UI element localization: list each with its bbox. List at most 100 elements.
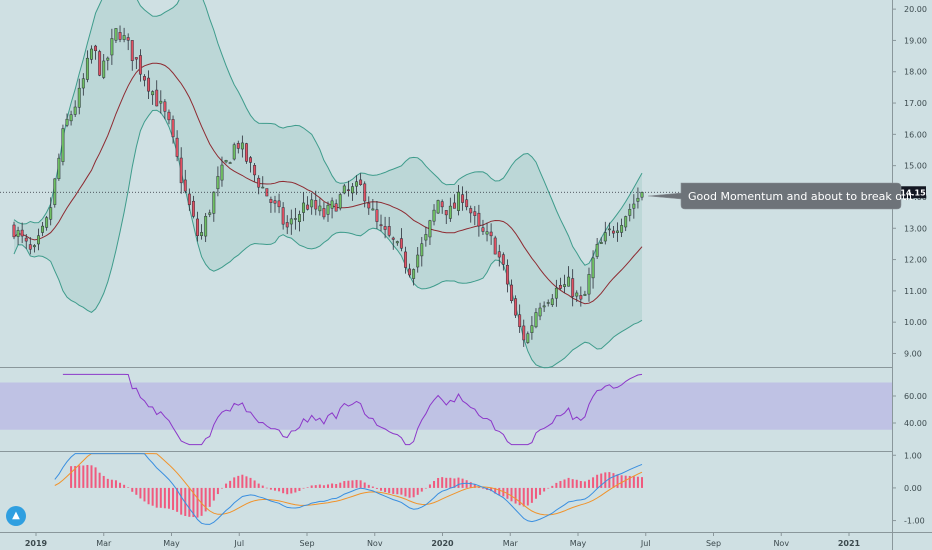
- candle-body: [20, 229, 24, 237]
- macd-histogram-bar: [355, 479, 358, 488]
- macd-histogram-bar: [457, 477, 460, 488]
- macd-histogram-bar: [579, 481, 582, 488]
- macd-histogram-bar: [384, 487, 387, 493]
- candle-body: [232, 144, 236, 160]
- macd-histogram-bar: [404, 487, 407, 497]
- macd-histogram-bar: [135, 487, 138, 495]
- macd-histogram-bar: [106, 478, 109, 488]
- candle-body: [375, 209, 379, 222]
- macd-histogram-bar: [278, 487, 281, 492]
- macd-histogram-bar: [375, 487, 378, 489]
- price-tick-label: 16.00: [904, 130, 927, 139]
- macd-histogram-bar: [514, 487, 517, 504]
- candle: [249, 155, 252, 173]
- last-price-label: 14.15: [900, 188, 926, 197]
- macd-histogram-bar: [233, 477, 236, 488]
- candle-body: [546, 302, 550, 304]
- candle-body: [522, 325, 526, 341]
- macd-histogram-bar: [306, 487, 309, 488]
- macd-histogram-bar: [510, 487, 513, 502]
- candle-body: [273, 200, 277, 204]
- candle: [53, 178, 57, 208]
- candle-body: [371, 208, 375, 211]
- candle-body: [24, 237, 28, 242]
- candle: [620, 218, 624, 238]
- macd-histogram-bar: [628, 475, 631, 488]
- candle: [497, 244, 501, 267]
- candle: [65, 113, 69, 128]
- price-tick-label: 11.00: [904, 287, 927, 296]
- time-tick-label: Mar: [96, 539, 112, 548]
- candle: [77, 78, 81, 115]
- candle: [599, 237, 603, 244]
- candle-body: [603, 232, 607, 242]
- candle: [457, 185, 460, 216]
- candle-body: [477, 212, 481, 227]
- candle: [191, 195, 195, 219]
- candle: [204, 212, 208, 243]
- candle: [338, 192, 342, 211]
- macd-histogram-bar: [269, 487, 272, 490]
- macd-histogram-bar: [604, 472, 607, 488]
- candle: [612, 226, 615, 238]
- macd-histogram-bar: [253, 480, 256, 488]
- macd-histogram-bar: [490, 487, 493, 492]
- candle: [151, 90, 155, 105]
- candle: [102, 54, 106, 80]
- candle-body: [469, 208, 473, 214]
- candle-body: [240, 142, 244, 150]
- macd-histogram-bar: [310, 485, 313, 488]
- macd-histogram-bar: [188, 487, 191, 517]
- macd-histogram-bar: [408, 487, 411, 498]
- candle: [224, 159, 228, 164]
- candle: [85, 50, 89, 83]
- candle: [534, 308, 538, 329]
- candle: [302, 192, 305, 222]
- candle-body: [452, 202, 456, 209]
- candle: [253, 163, 257, 182]
- candle: [505, 259, 509, 293]
- macd-histogram-bar: [592, 477, 595, 488]
- candle-body: [481, 227, 485, 232]
- macd-histogram-bar: [575, 479, 578, 488]
- candle-body: [171, 119, 175, 138]
- macd-histogram-bar: [437, 477, 440, 488]
- candle-body: [12, 224, 16, 238]
- candle: [126, 33, 130, 51]
- candle-body: [326, 204, 330, 215]
- candle: [208, 209, 212, 218]
- macd-histogram-bar: [172, 487, 175, 510]
- macd-histogram-bar: [543, 487, 546, 492]
- candle: [432, 204, 436, 226]
- candle: [114, 28, 118, 43]
- candle: [518, 304, 522, 333]
- candle: [318, 198, 322, 216]
- last-price-tag: [900, 186, 926, 199]
- macd-histogram-bar: [526, 487, 529, 506]
- candle: [546, 299, 550, 307]
- macd-histogram-bar: [551, 485, 554, 488]
- candle-body: [65, 118, 69, 126]
- candle-body: [567, 276, 571, 287]
- macd-histogram-bar: [127, 487, 130, 489]
- candle-body: [338, 194, 342, 209]
- candle-body: [391, 237, 395, 240]
- tradingview-logo-icon[interactable]: ▲: [6, 506, 26, 526]
- candle: [257, 175, 261, 195]
- candle: [240, 135, 244, 158]
- candle-body: [134, 57, 138, 60]
- bollinger-upper-line: [13, 0, 643, 266]
- candle-body: [636, 197, 640, 202]
- price-tick-label: 12.00: [904, 256, 927, 265]
- candle: [232, 142, 236, 161]
- candle: [106, 56, 110, 71]
- rsi-band: [0, 382, 892, 430]
- candle-body: [269, 198, 273, 203]
- candle-body: [110, 38, 114, 56]
- candle-body: [534, 312, 538, 328]
- macd-histogram-bar: [241, 474, 244, 488]
- candle-body: [628, 209, 632, 216]
- macd-histogram-bar: [335, 484, 338, 488]
- candle: [289, 209, 293, 235]
- candle-body: [440, 201, 444, 208]
